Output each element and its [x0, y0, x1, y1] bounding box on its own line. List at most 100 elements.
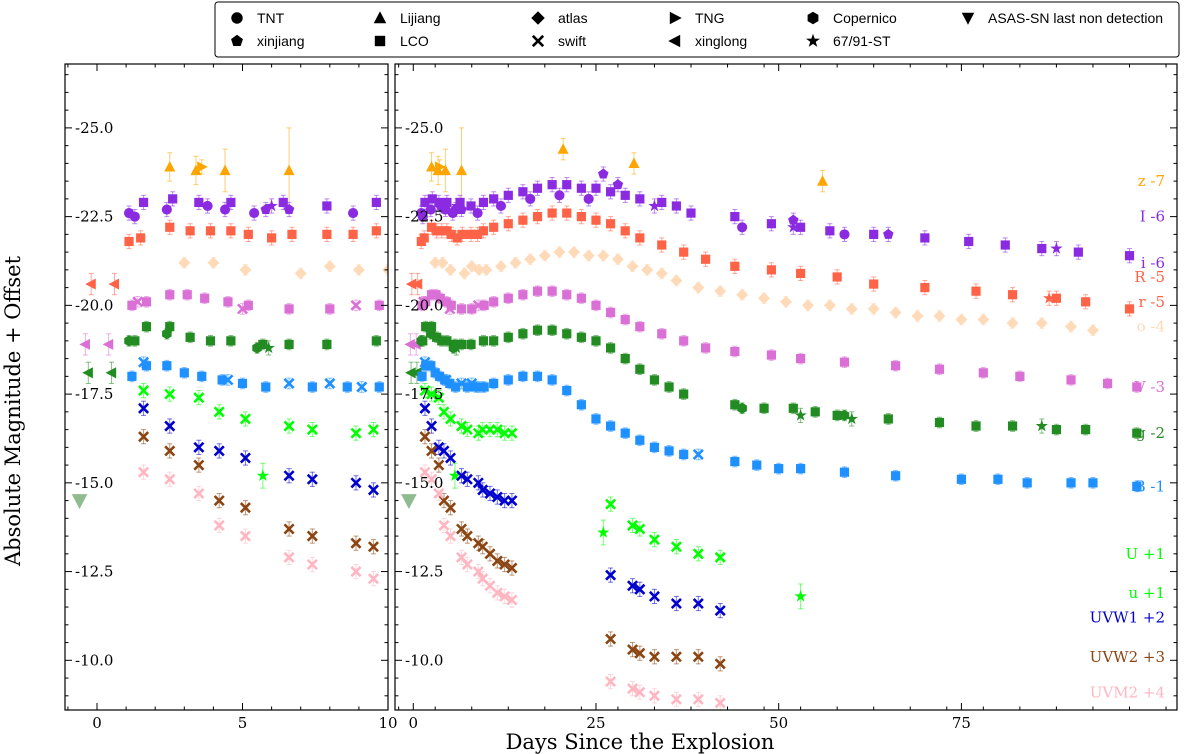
- data-point: [889, 306, 902, 319]
- data-point: [780, 295, 792, 308]
- data-point: [714, 605, 726, 617]
- data-point: [436, 256, 449, 269]
- data-point: [243, 229, 253, 239]
- data-point: [445, 452, 457, 464]
- data-point: [582, 249, 595, 262]
- data-point: [634, 686, 646, 698]
- data-point: [466, 339, 476, 350]
- data-point: [445, 502, 457, 514]
- data-point: [417, 296, 430, 308]
- data-point: [692, 693, 704, 705]
- data-point: [82, 367, 93, 379]
- data-point: [426, 473, 438, 485]
- band-label: z -7: [1138, 172, 1165, 190]
- data-point: [553, 246, 566, 259]
- band-label: u +1: [1128, 584, 1165, 602]
- data-point: [1050, 242, 1063, 254]
- data-point: [620, 314, 630, 325]
- data-point: [670, 651, 682, 663]
- series-V-x: [132, 295, 362, 315]
- data-point: [648, 199, 661, 212]
- series-V-triangle-left: [79, 333, 114, 356]
- legend-label: LCO: [400, 33, 429, 49]
- data-point: [367, 573, 379, 585]
- data-point: [306, 558, 318, 570]
- data-point: [426, 445, 438, 457]
- series-UVW1-x: [138, 400, 379, 498]
- data-point: [465, 260, 478, 273]
- data-point: [788, 403, 798, 413]
- data-point: [371, 226, 381, 236]
- data-point: [132, 296, 144, 308]
- band-label: o -4: [1137, 318, 1165, 336]
- data-point: [283, 377, 295, 389]
- data-point: [670, 274, 683, 287]
- data-point: [124, 236, 134, 247]
- legend-label: xinglong: [695, 33, 747, 49]
- data-point: [648, 534, 660, 546]
- series-R-triangle-left: [405, 272, 423, 296]
- series-z-triangle-right: [197, 159, 208, 175]
- data-point: [283, 551, 295, 563]
- series-I-circle: [123, 198, 359, 225]
- y-tick-label: -22.5: [75, 208, 113, 226]
- data-point: [774, 464, 784, 474]
- band-label: I -6: [1140, 208, 1165, 226]
- data-point: [1132, 428, 1142, 438]
- data-point: [1015, 371, 1025, 381]
- data-point: [455, 470, 468, 482]
- series-g-hexagon: [416, 327, 850, 422]
- data-point: [236, 303, 249, 315]
- data-point: [283, 204, 295, 214]
- data-point: [495, 200, 507, 212]
- series-R-square: [416, 205, 1135, 317]
- data-point: [141, 297, 152, 307]
- data-point: [200, 293, 210, 303]
- data-point: [964, 236, 974, 247]
- data-point: [141, 322, 152, 332]
- data-point: [278, 197, 288, 208]
- band-label: UVW1 +2: [1090, 609, 1165, 627]
- data-point: [472, 208, 483, 219]
- data-point: [1006, 317, 1019, 330]
- data-point: [557, 143, 569, 154]
- data-point: [444, 303, 456, 315]
- data-point: [367, 484, 379, 496]
- data-point: [239, 452, 251, 464]
- data-point: [825, 226, 835, 236]
- data-point: [213, 406, 225, 418]
- data-point: [433, 392, 445, 404]
- data-point: [1081, 424, 1091, 435]
- band-label: g -2: [1136, 424, 1165, 442]
- data-point: [518, 329, 528, 339]
- data-point: [670, 693, 682, 705]
- data-point: [1035, 419, 1048, 432]
- data-point: [249, 208, 260, 219]
- data-point: [342, 382, 352, 392]
- y-tick-label: -15.0: [405, 474, 443, 492]
- series-z-triangle-up: [426, 127, 829, 214]
- data-point: [883, 228, 894, 239]
- data-point: [450, 199, 464, 212]
- data-point: [466, 377, 478, 389]
- data-point: [458, 267, 471, 280]
- data-point: [1042, 291, 1056, 304]
- data-point: [635, 364, 645, 374]
- data-point: [869, 279, 879, 289]
- data-point: [374, 300, 384, 310]
- legend-entry: xinjiang: [231, 33, 304, 49]
- data-point: [325, 304, 335, 314]
- series-I-pentagon: [260, 201, 295, 218]
- data-point: [1132, 481, 1142, 491]
- data-point: [417, 211, 428, 222]
- data-point: [489, 336, 499, 346]
- legend-entry: TNT: [231, 10, 285, 26]
- data-point: [416, 335, 427, 347]
- data-point: [456, 304, 467, 314]
- data-point: [518, 215, 528, 225]
- legend-marker-square: [374, 35, 386, 47]
- data-point: [455, 420, 468, 432]
- series-u-star: [448, 462, 807, 610]
- data-point: [648, 590, 660, 602]
- data-point: [472, 477, 484, 489]
